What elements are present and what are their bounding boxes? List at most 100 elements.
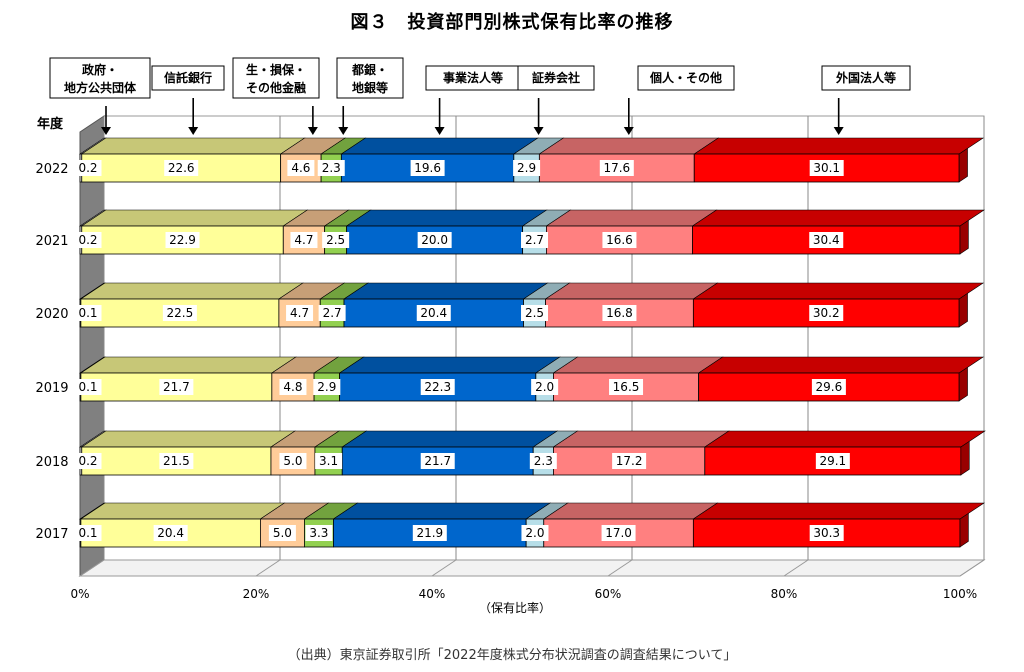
data-label: 0.1 [78, 526, 97, 540]
data-label-bg [612, 453, 647, 469]
bar-top-face [340, 137, 539, 155]
legend-label: 信託銀行 [164, 70, 212, 85]
data-label: 2.9 [517, 161, 536, 175]
legend-box [232, 57, 320, 99]
data-label-bg [416, 305, 451, 321]
data-label: 22.3 [424, 380, 451, 394]
data-label-bg [809, 525, 844, 541]
data-label-bg [153, 525, 188, 541]
bar-top-face [693, 137, 985, 155]
data-label: 2.3 [534, 454, 553, 468]
data-label: 30.1 [813, 161, 840, 175]
legend-arrowhead [307, 127, 318, 135]
legend-box [425, 65, 521, 91]
data-label: 19.6 [414, 161, 441, 175]
data-label: 0.2 [78, 233, 97, 247]
data-label: 21.9 [416, 526, 443, 540]
legend-arrowhead [623, 127, 634, 135]
y-axis-label: 年度 [37, 116, 64, 132]
data-label-bg [420, 453, 455, 469]
legend-label: 都銀・ [351, 62, 388, 77]
bar-top-face [332, 502, 552, 520]
legend-label: 地方公共団体 [64, 80, 137, 95]
x-tick-label: 0% [70, 587, 89, 601]
data-label: 30.4 [813, 233, 840, 247]
bar-top-face [79, 356, 297, 374]
data-label-bg [529, 453, 557, 469]
data-label: 0.1 [78, 306, 97, 320]
data-label-bg [417, 232, 452, 248]
data-label-bg [290, 232, 318, 248]
bar-top-face [697, 356, 985, 374]
data-label: 2.0 [525, 526, 544, 540]
data-label: 5.0 [283, 454, 302, 468]
gridline-floor [783, 559, 809, 577]
legend-box [336, 57, 404, 99]
data-label: 4.7 [294, 233, 313, 247]
data-label: 2.0 [535, 380, 554, 394]
data-label: 22.9 [169, 233, 196, 247]
legend-label: その他金融 [246, 80, 306, 95]
y-tick-label: 2018 [35, 455, 68, 470]
bar-top-face [538, 137, 720, 155]
data-label: 2.7 [323, 306, 342, 320]
data-label-bg [74, 379, 102, 395]
plot-back-wall [103, 115, 985, 561]
y-tick-label: 2017 [35, 527, 68, 542]
legend-label: 政府・ [82, 62, 118, 77]
data-label: 17.6 [603, 161, 630, 175]
gridline-floor [79, 559, 105, 577]
y-tick-label: 2022 [35, 162, 68, 177]
data-label-bg [513, 160, 541, 176]
data-label: 3.3 [309, 526, 328, 540]
data-label: 0.2 [78, 161, 97, 175]
legend-arrowhead [338, 127, 349, 135]
data-label-bg [601, 525, 636, 541]
bar-top-face [544, 282, 719, 300]
data-label-bg [815, 453, 850, 469]
bar-top-face [545, 209, 718, 227]
bar-top-face [80, 209, 309, 227]
data-label-bg [74, 525, 102, 541]
legend-box [151, 65, 225, 91]
legend-box [49, 57, 151, 99]
data-label-bg [305, 525, 333, 541]
data-label: 2.9 [317, 380, 336, 394]
data-label: 17.2 [616, 454, 643, 468]
data-label: 0.1 [78, 380, 97, 394]
x-tick-label: 60% [595, 587, 622, 601]
bar-top-face [341, 430, 559, 448]
data-label-bg [74, 453, 102, 469]
data-label-bg [317, 160, 345, 176]
stacked-bar-chart: 0% 20% 40% 60% 80% 100% （保有比率） 年度 2022 0.2 22.6 4.6… [35, 57, 986, 615]
legend-label: 証券会社 [532, 70, 580, 85]
data-label-bg [602, 305, 637, 321]
data-label-bg [410, 160, 445, 176]
legend-box [821, 65, 911, 91]
data-label-bg [811, 379, 846, 395]
data-label-bg [165, 232, 200, 248]
data-label-bg [159, 453, 194, 469]
data-label-bg [609, 379, 644, 395]
data-label-bg [74, 160, 102, 176]
data-label-bg [599, 160, 634, 176]
bar-top-face [692, 282, 985, 300]
bar-side-face [958, 292, 968, 328]
data-label-bg [602, 232, 637, 248]
legend-label: 地銀等 [352, 80, 388, 95]
x-tick-label: 20% [243, 587, 270, 601]
data-label: 17.0 [605, 526, 632, 540]
data-label: 20.4 [420, 306, 447, 320]
y-tick-label: 2021 [35, 234, 68, 249]
data-label: 5.0 [273, 526, 292, 540]
bar-top-face [552, 430, 730, 448]
data-label-bg [412, 525, 447, 541]
data-label-bg [164, 160, 199, 176]
data-label-bg [521, 232, 549, 248]
bar-side-face [960, 440, 970, 476]
bar-top-face [79, 282, 304, 300]
gridline-floor [255, 559, 281, 577]
bar-top-face [79, 502, 286, 520]
source-note: （出典）東京証券取引所「2022年度株式分布状況調査の調査結果について」 [287, 648, 737, 663]
bar-side-face [959, 219, 969, 255]
